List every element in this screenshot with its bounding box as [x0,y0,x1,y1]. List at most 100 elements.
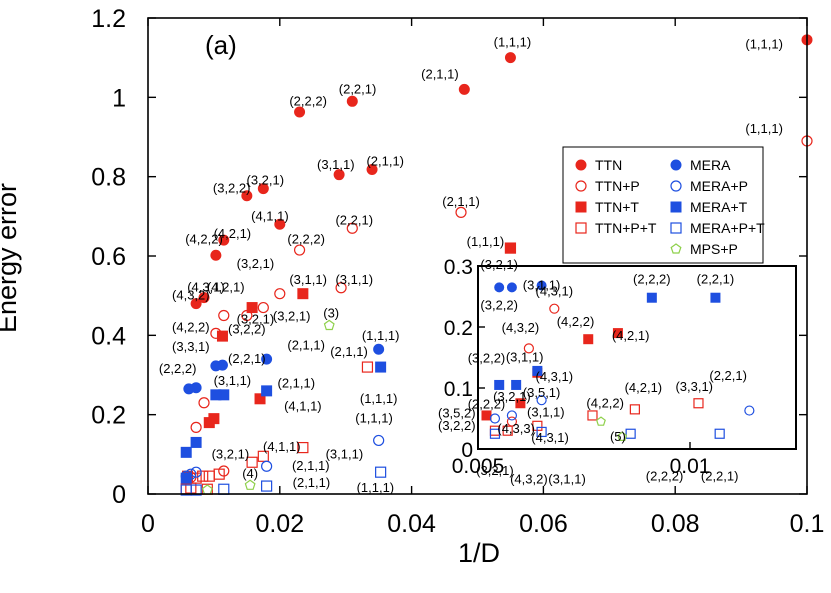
inset-point-label: (3,3,1) [675,379,713,394]
point-label: (2,1,1) [292,458,330,473]
data-point-ttn-p-t [504,242,517,254]
data-point-mera-p [190,466,202,478]
inset-point-label: (5) [610,429,626,444]
inset-point-label: (4,3,2) [502,320,540,335]
legend-marker-ttn [575,159,587,171]
data-point-ttn-t [203,417,215,429]
data-point-ttn-t [254,393,266,405]
inset-y-tick-label: 0 [461,439,473,462]
data-point-ttn-p [198,397,210,409]
point-label: (2,2,2) [287,231,325,246]
inset-data-point-ttn-p [523,343,534,354]
point-label: (4,2,1) [207,280,245,295]
point-label: (1,1,1) [362,328,400,343]
data-point-ttn [190,298,202,310]
inset-point-label: (3,2,1) [476,463,514,478]
x-tick-label: 0.1 [790,510,825,538]
inset-data-point-mera [536,280,547,291]
inset-data-point-mera-p-t [625,428,636,439]
point-label: (2,2,2) [289,93,327,108]
inset-point-label: (3,2,2) [480,298,518,313]
inset-point-label: (2,2,2) [633,271,671,286]
legend-marker-mera [670,159,682,171]
y-tick-label: 0 [112,481,126,509]
data-point-mera [373,343,385,355]
inset-point-label: (4,3,1) [531,430,569,445]
inset-point-label: (3,5,1) [523,385,561,400]
data-point-mera [183,383,195,395]
inset-data-point-mps-p [617,431,628,441]
data-point-ttn [504,52,516,64]
point-label: (1,1,1) [494,35,532,50]
inset-data-point-ttn-p-t [587,410,598,421]
data-point-ttn [218,234,230,246]
point-label: (3) [323,306,339,321]
point-label: (4,1,1) [251,208,289,223]
data-point-ttn-p [274,288,286,300]
data-point-ttn-p [335,282,347,294]
inset-y-tick-label: 0.3 [444,256,473,279]
inset-data-point-ttn-p-t [693,398,704,409]
data-point-ttn-p-t [197,470,209,482]
point-label: (4,1,1) [284,399,322,414]
point-label: (2,1,1) [293,475,331,490]
inset-data-point-ttn-p [549,303,560,314]
data-point-mera [261,353,273,365]
point-label: (3,1,1) [289,272,327,287]
inset-data-point-mera-t [646,292,657,303]
inset-point-label: (3,1,1) [527,404,565,419]
data-point-mps-p [323,319,335,331]
data-point-mera-t [210,389,222,401]
x-tick-label: 0.04 [387,510,436,538]
y-tick-label: 0.4 [91,322,126,350]
data-point-ttn-p [218,309,230,322]
point-label: (2,1,1) [277,376,315,391]
inset-point-label: (2,2,1) [709,368,747,383]
x-axis-title: 1/D [458,538,500,568]
inset-data-point-mera [506,282,517,293]
point-label: (3,1,1) [214,373,252,388]
data-point-mps-p [244,479,256,490]
legend-marker-ttn-t [575,201,587,213]
data-point-ttn [241,190,253,202]
x-tick-label: 0.02 [255,510,304,538]
data-point-ttn-p-t [297,441,309,454]
inset-data-point-ttn-p-t [629,404,640,415]
point-label: (4,2,2) [185,231,223,246]
data-point-ttn-t [504,242,516,254]
inset-point-label: (3,5,2) [438,406,476,421]
inset-point-label: (3,2,2) [438,418,476,433]
data-point-ttn [346,95,358,107]
plot-frame [147,17,808,495]
inset-point-label: (4,3,3) [497,421,535,436]
main-plot: Energy error 1/D (a) 0 0.02 0.04 0.06 0.08 0.… [0,5,824,568]
legend-box [562,146,764,264]
legend-label-ttn: TTN [595,157,622,173]
inset-point-label: (4,2,1) [612,328,650,343]
point-label: (3,2,1) [247,173,285,188]
inset-data-point-ttn-t [515,398,526,409]
data-point-ttn-p-t [246,456,258,468]
legend-label-mps-p: MPS+P [690,241,738,257]
data-point-ttn [274,218,286,230]
inset-data-point-mera-t [710,292,721,303]
data-point-ttn-p [190,421,202,433]
inset-data-point-mera-p-t [714,428,725,439]
x-tick-label: 0 [141,510,155,538]
point-label: (4,1,1) [263,439,301,454]
inset-data-point-ttn-t [612,328,623,339]
point-label: (1,1,1) [467,234,505,249]
point-label: (1,1,1) [357,480,395,495]
data-point-mera-t [180,446,192,458]
inset-point-label: (2,2,1) [701,468,739,483]
y-tick-label: 0.2 [91,402,126,430]
inset-data-point-mera-p-t [489,428,501,439]
point-label: (1,1,1) [745,121,783,136]
data-point-ttn [333,169,345,181]
point-label: (3,2,1) [237,256,275,271]
data-point-mera-p-t [180,484,192,496]
legend-marker-mera-t [670,201,682,213]
point-label: (2,1,1) [366,154,404,169]
inset-data-point-mera-p [744,405,755,416]
